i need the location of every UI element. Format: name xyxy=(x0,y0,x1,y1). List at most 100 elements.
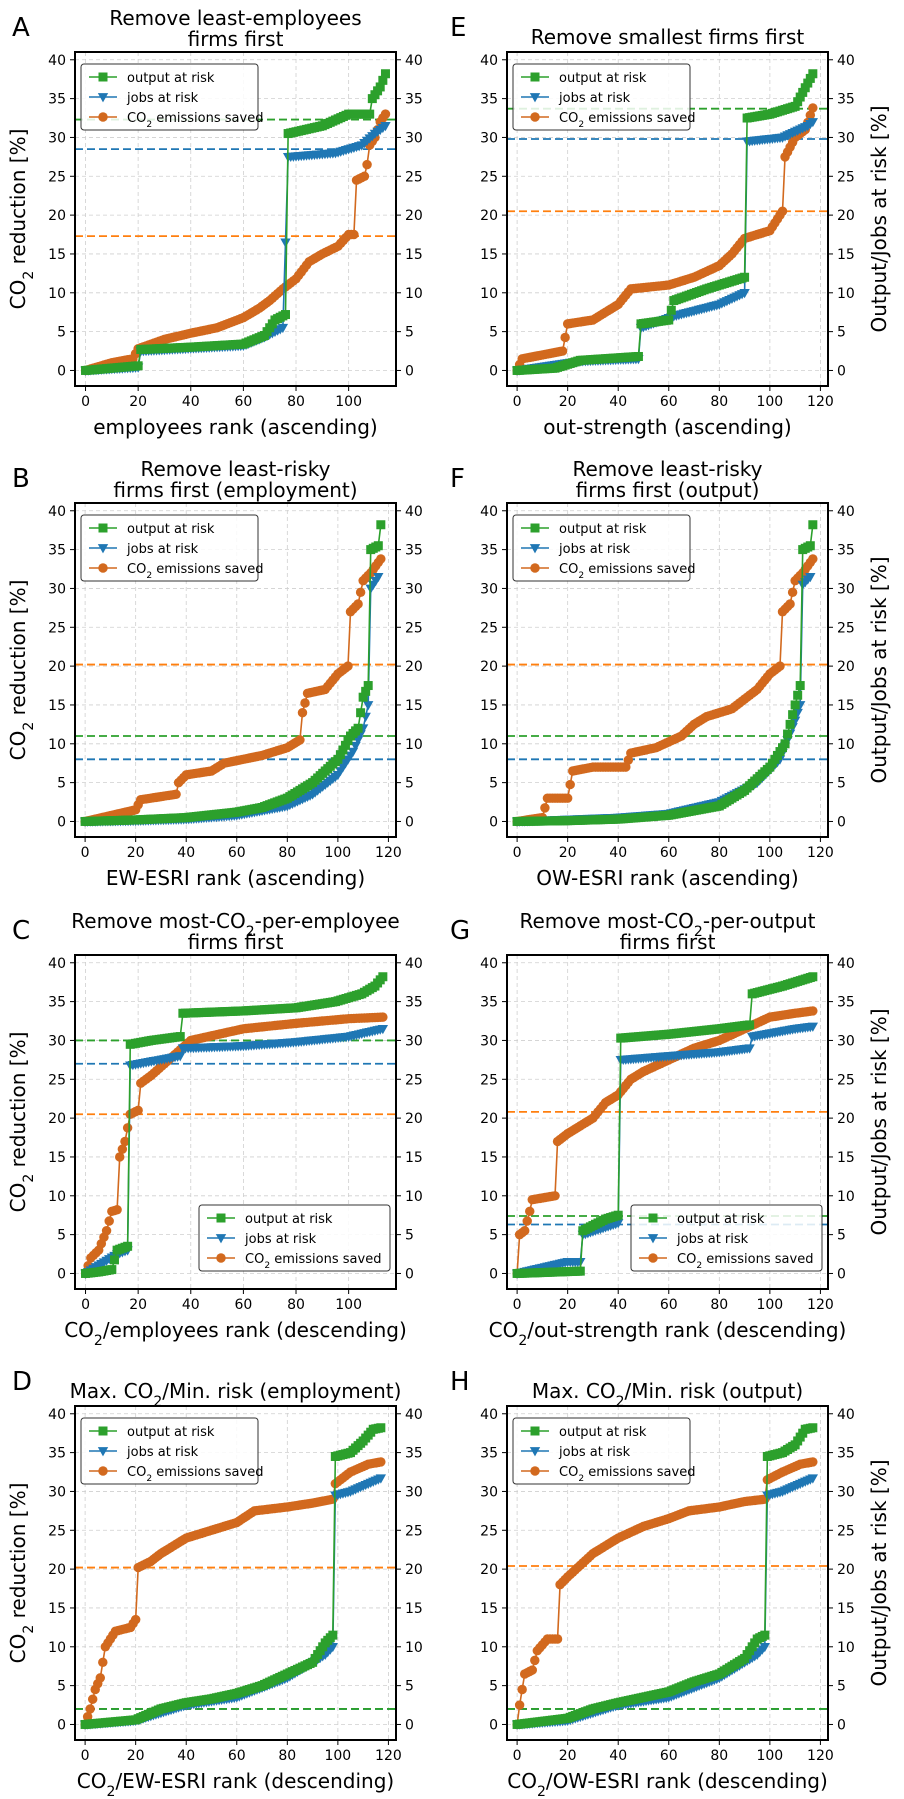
data-point xyxy=(133,361,143,371)
chart-title: firms first xyxy=(188,930,284,954)
data-point xyxy=(373,572,384,583)
data-point xyxy=(805,110,816,120)
y2-tick-label: 15 xyxy=(837,1601,855,1617)
x-axis-label: OW-ESRI rank (ascending) xyxy=(536,866,798,890)
data-point xyxy=(785,719,795,729)
data-point xyxy=(788,710,798,720)
data-point xyxy=(338,745,348,755)
panel-letter: F xyxy=(450,464,465,494)
series-co2 xyxy=(80,554,386,827)
y2-tick-label: 0 xyxy=(837,1266,846,1282)
axes-frame xyxy=(74,1405,397,1741)
data-point xyxy=(775,661,785,671)
legend-label: output at risk xyxy=(559,71,647,86)
data-point xyxy=(280,310,290,320)
y-tick-label: 20 xyxy=(48,1111,66,1127)
legend-label: jobs at risk xyxy=(126,1445,199,1460)
y2-tick-label: 35 xyxy=(405,1446,423,1462)
series-output xyxy=(512,972,818,1278)
data-point xyxy=(333,754,343,764)
chart-title: firms first xyxy=(620,930,716,954)
chart-title: Remove most-CO2​-per-output xyxy=(519,909,815,940)
x-tick-label: 0 xyxy=(81,845,90,861)
x-tick-label: 0 xyxy=(513,394,522,410)
y2-tick-label: 30 xyxy=(837,1033,855,1049)
y2-tick-label: 40 xyxy=(837,53,855,69)
data-point xyxy=(805,572,816,583)
y2-tick-label: 30 xyxy=(837,1484,855,1500)
legend-label: CO2​ emissions saved xyxy=(127,111,263,130)
data-point xyxy=(557,346,568,356)
legend-box xyxy=(512,63,691,131)
y2-tick-label: 5 xyxy=(405,325,414,341)
y2-tick-label: 10 xyxy=(837,1189,855,1205)
data-point xyxy=(560,332,570,343)
x-tick-label: 100 xyxy=(756,845,783,861)
plot-area xyxy=(507,1423,828,1730)
y2-tick-label: 40 xyxy=(405,956,423,972)
y-tick-label: 15 xyxy=(48,698,66,714)
data-point xyxy=(112,1205,122,1215)
data-point xyxy=(664,315,674,325)
legend-label: jobs at risk xyxy=(244,1232,317,1247)
legend-label: CO2​ emissions saved xyxy=(559,1465,695,1484)
chart-title: Max. CO2​/Min. risk (employment) xyxy=(70,1379,402,1410)
data-point xyxy=(740,272,750,282)
legend-box xyxy=(80,1417,259,1485)
x-tick-label: 20 xyxy=(127,1748,145,1764)
data-point xyxy=(800,83,810,93)
data-point xyxy=(565,779,575,790)
y2-tick-label: 10 xyxy=(405,737,423,753)
legend-box xyxy=(630,1204,823,1272)
x-tick-label: 120 xyxy=(807,845,834,861)
y-tick-label: 0 xyxy=(57,363,66,379)
y2-tick-label: 25 xyxy=(837,1523,855,1539)
plot-area xyxy=(507,972,828,1279)
chart-title: Remove most-CO2​-per-employee xyxy=(71,909,399,940)
panel-letter: C xyxy=(12,916,30,946)
panel-letter: G xyxy=(450,916,470,946)
data-point xyxy=(95,1673,106,1683)
y-tick-label: 10 xyxy=(48,737,66,753)
y2-axis-label: Output/Jobs at risk [%] xyxy=(867,1459,891,1686)
data-point xyxy=(808,520,818,530)
y2-tick-label: 25 xyxy=(837,620,855,636)
legend-label: CO2​ emissions saved xyxy=(245,1252,381,1271)
legend-box xyxy=(198,1204,391,1272)
y2-tick-label: 35 xyxy=(405,543,423,559)
chart-title: Remove least-employees xyxy=(109,6,361,30)
y-tick-label: 5 xyxy=(489,1228,498,1244)
x-tick-label: 40 xyxy=(177,1748,195,1764)
data-point xyxy=(808,1423,818,1433)
data-point xyxy=(300,698,310,708)
series-line xyxy=(517,576,811,823)
chart-title: firms first xyxy=(188,27,284,51)
legend-box xyxy=(80,514,259,582)
data-point xyxy=(175,1032,185,1042)
data-point xyxy=(97,1447,109,1457)
y-tick-label: 35 xyxy=(480,1446,498,1462)
data-point xyxy=(343,661,353,671)
data-point xyxy=(575,1266,585,1276)
data-point xyxy=(648,1213,658,1223)
legend-label: CO2​ emissions saved xyxy=(559,562,695,581)
data-point xyxy=(171,789,181,800)
data-point xyxy=(175,1052,186,1062)
data-point xyxy=(530,563,540,573)
data-point xyxy=(363,681,373,691)
legend-box xyxy=(80,63,259,131)
y2-tick-label: 20 xyxy=(837,1111,855,1127)
x-tick-label: 120 xyxy=(375,1748,402,1764)
data-point xyxy=(530,1655,540,1666)
y2-tick-label: 0 xyxy=(405,363,414,379)
x-tick-label: 0 xyxy=(81,394,90,410)
y2-tick-label: 20 xyxy=(405,1111,423,1127)
legend-label: output at risk xyxy=(245,1212,333,1227)
data-point xyxy=(540,803,550,813)
data-point xyxy=(648,1253,658,1263)
series-output xyxy=(512,69,818,375)
y-tick-label: 40 xyxy=(480,956,498,972)
y2-tick-label: 15 xyxy=(405,698,423,714)
